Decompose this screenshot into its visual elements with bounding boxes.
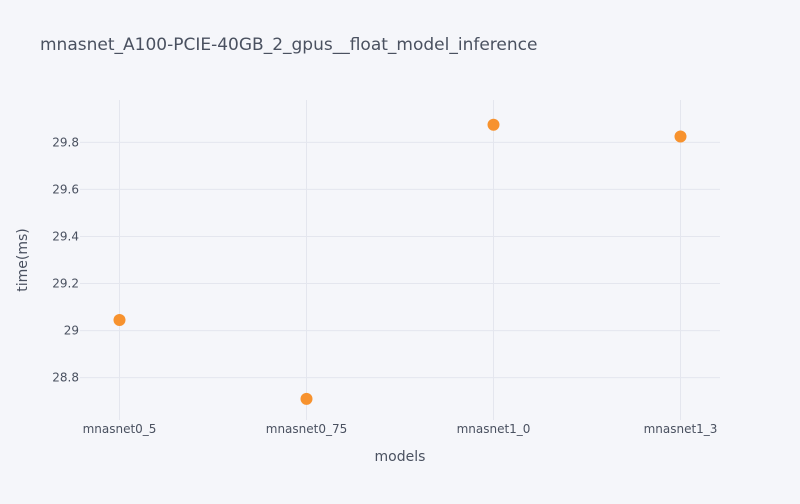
x-tick-label: mnasnet0_5	[83, 422, 157, 436]
x-tick-label: mnasnet1_0	[457, 422, 531, 436]
data-point[interactable]	[674, 130, 687, 143]
data-point[interactable]	[113, 314, 126, 326]
y-tick-label: 29.4	[52, 229, 79, 243]
y-tick-label: 28.8	[52, 371, 79, 385]
x-tick-labels: mnasnet0_5 mnasnet0_75 mnasnet1_0 mnasnet1_…	[83, 422, 718, 436]
data-points	[113, 118, 687, 405]
y-tick-label: 29.2	[52, 277, 79, 291]
y-grid-lines	[80, 141, 720, 379]
x-grid-lines	[119, 100, 681, 420]
x-tick-label: mnasnet1_3	[644, 422, 718, 436]
data-point[interactable]	[487, 118, 500, 131]
x-axis-label: models	[375, 449, 426, 465]
y-tick-label: 29	[64, 324, 79, 338]
y-axis-label: time(ms)	[15, 228, 31, 292]
y-tick-label: 29.8	[52, 135, 79, 149]
y-tick-labels: 28.8 29 29.2 29.4 29.6 29.8	[52, 135, 79, 384]
x-tick-label: mnasnet0_75	[266, 422, 348, 436]
chart-title: mnasnet_A100-PCIE-40GB_2_gpus__float_mod…	[40, 35, 537, 55]
y-tick-label: 29.6	[52, 182, 79, 196]
data-point[interactable]	[300, 392, 313, 405]
